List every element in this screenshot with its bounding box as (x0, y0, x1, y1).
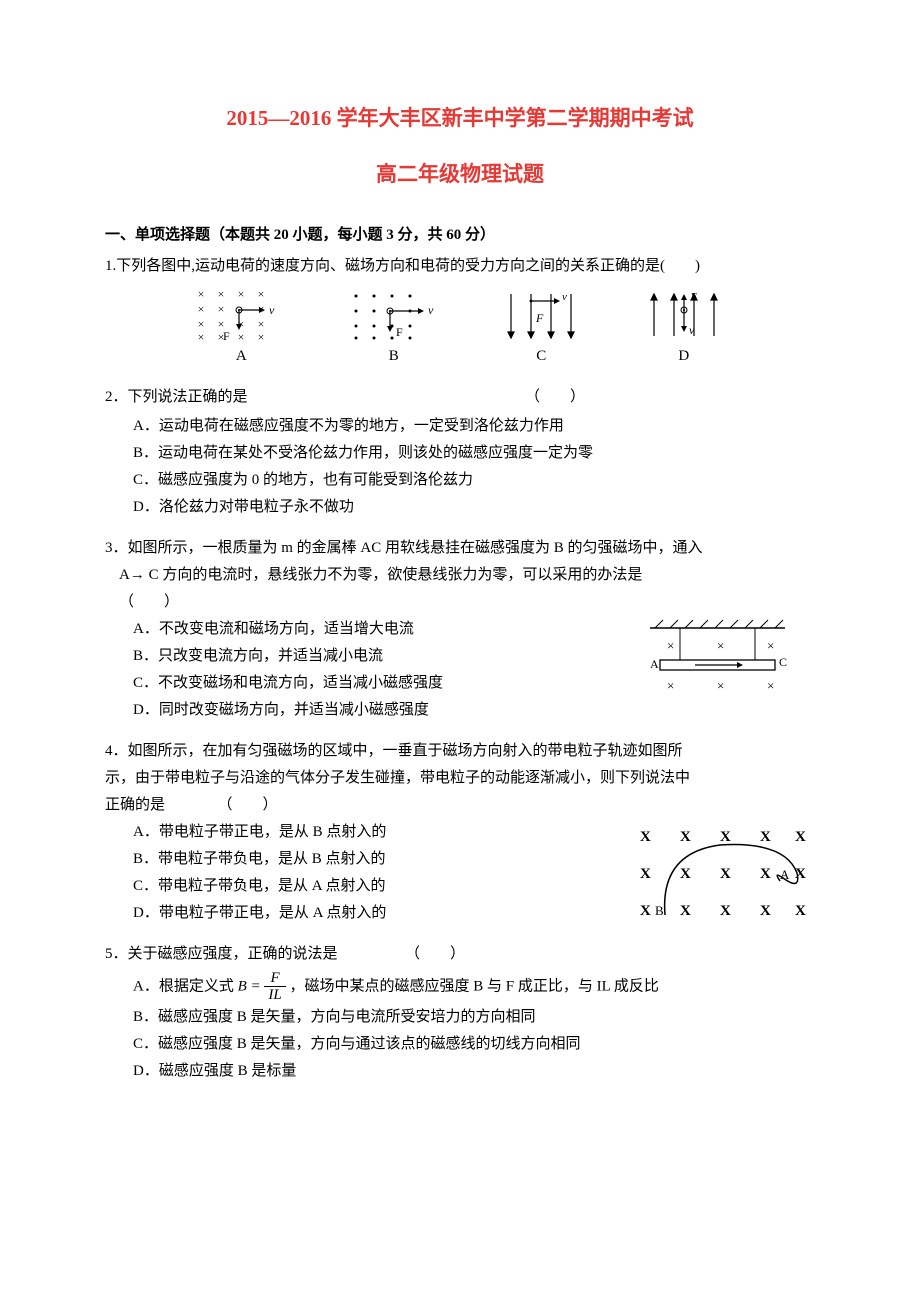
q2-option-a: A．运动电荷在磁感应强度不为零的地方，一定受到洛伦兹力作用 (133, 413, 815, 440)
q1-fig-b-icon: F v (344, 286, 444, 341)
svg-text:×: × (238, 330, 245, 341)
q3-stem-line1: 3．如图所示，一根质量为 m 的金属棒 AC 用软线悬挂在磁感强度为 B 的匀强… (105, 535, 815, 562)
svg-text:×: × (198, 302, 205, 316)
q1-label-c: C (496, 343, 586, 370)
svg-text:F: F (691, 291, 697, 303)
q3-stem-line3: （ ） (105, 589, 815, 616)
q4-option-d: D．带电粒子带正电，是从 A 点射入的 (133, 900, 617, 927)
q5-formula-lhs: B = (238, 978, 261, 994)
svg-text:C: C (779, 655, 787, 669)
question-5: 5．关于磁感应强度，正确的说法是 （ ） A．根据定义式 B = F IL ，磁… (105, 941, 815, 1085)
q1-fig-c-icon: F v (496, 286, 586, 341)
svg-text:X: X (640, 829, 651, 845)
svg-text:X: X (720, 866, 731, 882)
q5-a-pre: A．根据定义式 (133, 978, 238, 994)
svg-text:X: X (680, 829, 691, 845)
exam-title: 2015—2016 学年大丰区新丰中学第二学期期中考试 (105, 100, 815, 138)
svg-text:A: A (780, 867, 790, 882)
svg-text:v: v (562, 291, 567, 303)
q1-label-a: A (191, 343, 291, 370)
svg-text:X: X (640, 866, 651, 882)
svg-text:×: × (717, 638, 724, 653)
q5-formula-denominator: IL (264, 987, 285, 1004)
svg-text:×: × (767, 638, 774, 653)
svg-text:X: X (760, 866, 771, 882)
q4-figure: XXXXX XXXXX XXXXX B A (625, 819, 815, 923)
q2-option-c: C．磁感应强度为 0 的地方，也有可能受到洛伦兹力 (133, 467, 815, 494)
svg-text:F: F (535, 311, 544, 325)
svg-text:×: × (667, 638, 674, 653)
svg-text:×: × (258, 287, 265, 301)
svg-text:A: A (650, 657, 659, 671)
q3-figure: A C × × × × × × (625, 616, 815, 698)
svg-text:×: × (238, 287, 245, 301)
question-3: 3．如图所示，一根质量为 m 的金属棒 AC 用软线悬挂在磁感强度为 B 的匀强… (105, 535, 815, 724)
q5-formula-numerator: F (264, 970, 285, 988)
q5-option-d: D．磁感应强度 B 是标量 (133, 1058, 815, 1085)
svg-text:×: × (218, 287, 225, 301)
svg-text:×: × (258, 317, 265, 331)
svg-text:×: × (218, 302, 225, 316)
q5-stem: 5．关于磁感应强度，正确的说法是 （ ） (105, 941, 815, 968)
svg-text:×: × (198, 287, 205, 301)
svg-text:X: X (720, 903, 731, 919)
q4-option-a: A．带电粒子带正电，是从 B 点射入的 (133, 819, 617, 846)
section-header: 一、单项选择题（本题共 20 小题，每小题 3 分，共 60 分） (105, 222, 815, 249)
q5-option-c: C．磁感应强度 B 是矢量，方向与通过该点的磁感线的切线方向相同 (133, 1031, 815, 1058)
svg-text:×: × (198, 330, 205, 341)
q3-figure-icon: A C × × × × × × (625, 618, 810, 698)
q4-stem-line1: 4．如图所示，在加有匀强磁场的区域中，一垂直于磁场方向射入的带电粒子轨迹如图所 (105, 738, 815, 765)
exam-subtitle: 高二年级物理试题 (105, 156, 815, 194)
svg-text:X: X (760, 829, 771, 845)
q5-a-post: ，磁场中某点的磁感应强度 B 与 F 成正比，与 IL 成反比 (289, 978, 658, 994)
svg-text:F: F (396, 325, 403, 339)
q1-diagram-b: F v B (344, 286, 444, 370)
q1-diagram-a: ×××× ××× ×××× ×××× v F A (191, 286, 291, 370)
question-4: 4．如图所示，在加有匀强磁场的区域中，一垂直于磁场方向射入的带电粒子轨迹如图所 … (105, 738, 815, 927)
svg-text:X: X (720, 829, 731, 845)
svg-text:X: X (795, 903, 806, 919)
q1-fig-d-icon: F v (639, 286, 729, 341)
q1-label-b: B (344, 343, 444, 370)
svg-text:X: X (680, 866, 691, 882)
q3-stem-line2: A→ C 方向的电流时，悬线张力不为零，欲使悬线张力为零，可以采用的办法是 (105, 562, 815, 589)
q1-fig-a-icon: ×××× ××× ×××× ×××× v F (191, 286, 291, 341)
q2-option-d: D．洛伦兹力对带电粒子永不做功 (133, 494, 815, 521)
svg-text:v: v (689, 323, 695, 337)
q1-diagrams: ×××× ××× ×××× ×××× v F A (165, 286, 755, 370)
q4-stem-line3: 正确的是 （ ） (105, 792, 815, 819)
svg-text:×: × (717, 678, 724, 693)
q1-diagram-c: F v C (496, 286, 586, 370)
q3-option-b: B．只改变电流方向，并适当减小电流 (133, 643, 617, 670)
svg-text:F: F (223, 329, 230, 341)
svg-text:×: × (198, 317, 205, 331)
svg-text:v: v (269, 303, 275, 317)
svg-text:X: X (795, 829, 806, 845)
q4-option-c: C．带电粒子带负电，是从 A 点射入的 (133, 873, 617, 900)
svg-text:×: × (258, 330, 265, 341)
question-2: 2．下列说法正确的是 （ ） A．运动电荷在磁感应强度不为零的地方，一定受到洛伦… (105, 384, 815, 521)
q5-formula-fraction: F IL (264, 970, 285, 1004)
q3-option-c: C．不改变磁场和电流方向，适当减小磁感强度 (133, 670, 617, 697)
q2-option-b: B．运动电荷在某处不受洛伦兹力作用，则该处的磁感应强度一定为零 (133, 440, 815, 467)
q4-option-b: B．带电粒子带负电，是从 B 点射入的 (133, 846, 617, 873)
svg-text:X: X (680, 903, 691, 919)
svg-text:×: × (667, 678, 674, 693)
svg-text:×: × (767, 678, 774, 693)
q4-figure-icon: XXXXX XXXXX XXXXX B A (625, 823, 815, 923)
question-1: 1.下列各图中,运动电荷的速度方向、磁场方向和电荷的受力方向之间的关系正确的是(… (105, 253, 815, 370)
q5-option-a: A．根据定义式 B = F IL ，磁场中某点的磁感应强度 B 与 F 成正比，… (133, 970, 815, 1004)
q3-option-a: A．不改变电流和磁场方向，适当增大电流 (133, 616, 617, 643)
svg-text:v: v (428, 303, 434, 317)
q1-stem: 1.下列各图中,运动电荷的速度方向、磁场方向和电荷的受力方向之间的关系正确的是(… (105, 253, 815, 280)
q2-stem: 2．下列说法正确的是 （ ） (105, 384, 815, 411)
svg-text:X: X (760, 903, 771, 919)
q3-option-d: D．同时改变磁场方向，并适当减小磁感强度 (133, 697, 617, 724)
q5-option-b: B．磁感应强度 B 是矢量，方向与电流所受安培力的方向相同 (133, 1004, 815, 1031)
q4-stem-line2: 示，由于带电粒子与沿途的气体分子发生碰撞，带电粒子的动能逐渐减小，则下列说法中 (105, 765, 815, 792)
svg-text:X: X (640, 903, 651, 919)
svg-text:B: B (655, 903, 664, 918)
q1-diagram-d: F v D (639, 286, 729, 370)
q1-label-d: D (639, 343, 729, 370)
